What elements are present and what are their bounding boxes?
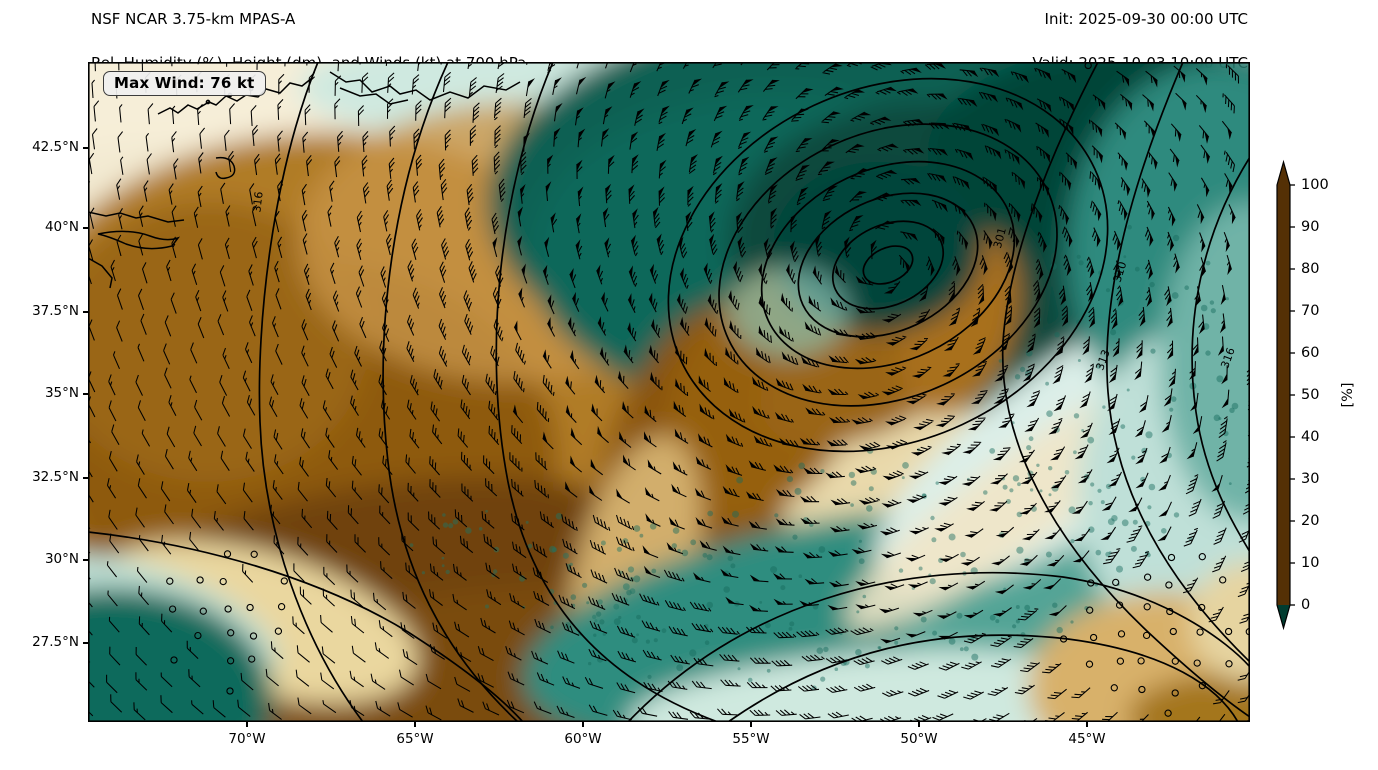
colorbar-bar bbox=[1276, 159, 1291, 631]
x-axis-tick-label: 60°W bbox=[564, 731, 602, 747]
x-axis-tick bbox=[1086, 722, 1088, 727]
y-axis-tick bbox=[83, 393, 88, 395]
colorbar-tick-label: 70 bbox=[1301, 303, 1319, 319]
plot-frame bbox=[88, 62, 1250, 722]
coastline bbox=[88, 71, 521, 289]
humidity-speckles bbox=[409, 224, 1239, 691]
x-axis-tick bbox=[918, 722, 920, 727]
x-axis-tick bbox=[246, 722, 248, 727]
colorbar: 0 10 20 30 40 50 60 70 80 90 100 [%] bbox=[1255, 140, 1378, 665]
humidity-map-panel: Max Wind: 76 kt 316 301 310 313 316 bbox=[88, 62, 1250, 722]
colorbar-tick-label: 90 bbox=[1301, 219, 1319, 235]
height-contours bbox=[88, 62, 1250, 722]
y-axis-tick-label: 40°N bbox=[44, 219, 79, 235]
y-axis-tick bbox=[83, 559, 88, 561]
wind-barbs-layer bbox=[88, 62, 1250, 722]
colorbar-tick-label: 40 bbox=[1301, 429, 1319, 445]
x-axis-tick-label: 45°W bbox=[1068, 731, 1106, 747]
x-axis-tick bbox=[414, 722, 416, 727]
calm-wind-circles bbox=[166, 62, 1250, 717]
init-time-label: Init: 2025-09-30 00:00 UTC bbox=[1044, 10, 1248, 28]
colorbar-tick-label: 30 bbox=[1301, 471, 1319, 487]
map-svg bbox=[88, 62, 1250, 722]
y-axis-tick bbox=[83, 227, 88, 229]
colorbar-tick-label: 60 bbox=[1301, 345, 1319, 361]
y-axis-tick-label: 27.5°N bbox=[32, 634, 79, 650]
colorbar-tick-label: 20 bbox=[1301, 513, 1319, 529]
colorbar-tick-label: 80 bbox=[1301, 261, 1319, 277]
x-axis-tick bbox=[582, 722, 584, 727]
colorbar-axis-label: [%] bbox=[1340, 382, 1356, 407]
y-axis-tick bbox=[83, 147, 88, 149]
colorbar-tick-label: 10 bbox=[1301, 555, 1319, 571]
max-wind-badge: Max Wind: 76 kt bbox=[103, 71, 266, 96]
contour-label: 316 bbox=[250, 190, 266, 214]
x-axis-tick-label: 70°W bbox=[228, 731, 266, 747]
x-axis-tick-label: 55°W bbox=[732, 731, 770, 747]
x-axis-tick bbox=[750, 722, 752, 727]
x-axis-tick-label: 65°W bbox=[396, 731, 434, 747]
y-axis-tick-label: 32.5°N bbox=[32, 469, 79, 485]
y-axis-tick bbox=[83, 311, 88, 313]
y-axis-tick-label: 37.5°N bbox=[32, 303, 79, 319]
y-axis-tick bbox=[83, 642, 88, 644]
y-axis-tick bbox=[83, 477, 88, 479]
colorbar-tick-label: 50 bbox=[1301, 387, 1319, 403]
humidity-field bbox=[88, 62, 1250, 722]
model-title: NSF NCAR 3.75-km MPAS-A bbox=[91, 10, 296, 28]
y-axis-tick-label: 42.5°N bbox=[32, 139, 79, 155]
colorbar-tick-label: 100 bbox=[1301, 177, 1329, 193]
colorbar-tick-label: 0 bbox=[1301, 597, 1310, 613]
x-axis-tick-label: 50°W bbox=[900, 731, 938, 747]
y-axis-tick-label: 30°N bbox=[44, 551, 79, 567]
y-axis-tick-label: 35°N bbox=[44, 385, 79, 401]
colorbar-svg: 0 10 20 30 40 50 60 70 80 90 100 [%] bbox=[1276, 159, 1356, 631]
